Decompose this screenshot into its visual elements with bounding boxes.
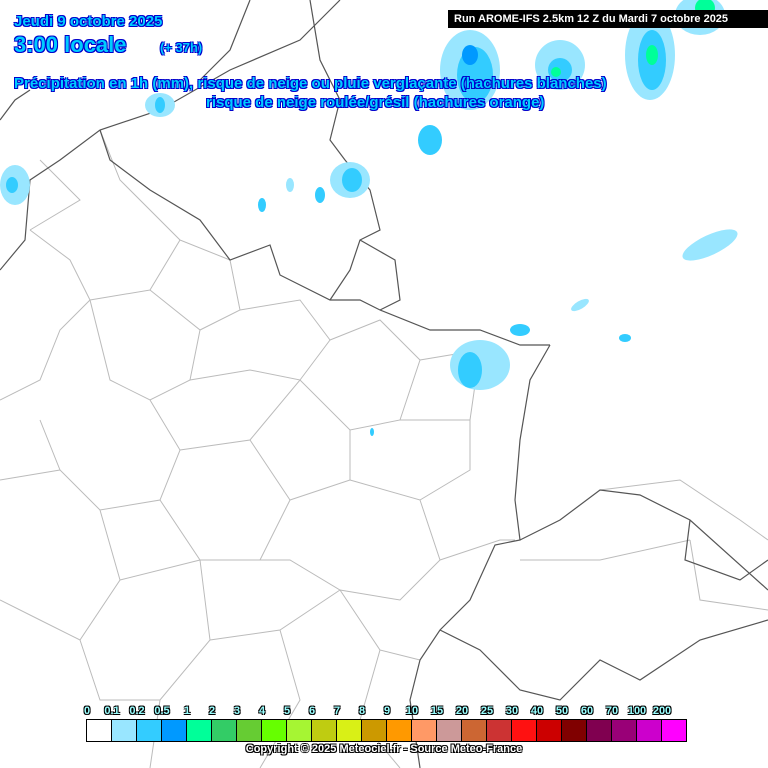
legend-swatch (137, 720, 162, 741)
legend-swatch (587, 720, 612, 741)
legend-label: 1 (183, 705, 191, 717)
legend-label: 50 (555, 705, 569, 717)
legend-swatch (412, 720, 437, 741)
map-description-line1: Précipitation en 1h (mm), risque de neig… (14, 75, 607, 92)
legend-swatch (462, 720, 487, 741)
department-borders (0, 129, 768, 768)
lead-time: (+ 37h) (160, 40, 203, 55)
legend-label: 2 (208, 705, 216, 717)
legend-label: 40 (530, 705, 544, 717)
legend-label: 0.2 (129, 705, 145, 717)
forecast-hour: 3:00 locale (14, 32, 127, 57)
model-run-label: Run AROME-IFS 2.5km 12 Z du Mardi 7 octo… (448, 10, 768, 28)
legend-swatch (212, 720, 237, 741)
legend-swatch (112, 720, 137, 741)
legend-label: 30 (505, 705, 519, 717)
legend-label: 4 (258, 705, 266, 717)
legend-swatch (162, 720, 187, 741)
legend-swatch (362, 720, 387, 741)
legend-label: 100 (627, 705, 647, 717)
legend-swatch (612, 720, 637, 741)
legend-swatch (287, 720, 312, 741)
legend-color-bar (86, 719, 687, 742)
legend-label: 10 (405, 705, 419, 717)
legend-label: 15 (430, 705, 444, 717)
legend-label: 3 (233, 705, 241, 717)
legend-swatch (662, 720, 686, 741)
legend-label: 6 (308, 705, 316, 717)
precipitation-areas (0, 0, 738, 436)
legend-swatch (537, 720, 562, 741)
copyright: Copyright © 2025 Meteociel.fr - Source M… (245, 743, 523, 755)
legend-swatch (337, 720, 362, 741)
legend-label: 8 (358, 705, 366, 717)
legend-label: 9 (383, 705, 391, 717)
legend-label: 5 (283, 705, 291, 717)
map-description-line2: risque de neige roulée/grésil (hachures … (206, 94, 545, 111)
legend-swatch (87, 720, 112, 741)
legend-label: 0.1 (104, 705, 120, 717)
legend-label: 60 (580, 705, 594, 717)
legend-label: 7 (333, 705, 341, 717)
legend-swatch (262, 720, 287, 741)
legend-swatch (562, 720, 587, 741)
legend-label: 0.5 (154, 705, 170, 717)
legend-swatch (637, 720, 662, 741)
legend-swatch (487, 720, 512, 741)
legend-label: 70 (605, 705, 619, 717)
legend-label: 200 (652, 705, 672, 717)
legend-swatch (312, 720, 337, 741)
legend-swatch (512, 720, 537, 741)
legend-swatch (187, 720, 212, 741)
legend-label: 20 (455, 705, 469, 717)
legend-swatch (437, 720, 462, 741)
legend-swatch (237, 720, 262, 741)
legend-label: 0 (83, 705, 91, 717)
forecast-date: Jeudi 9 octobre 2025 (14, 13, 163, 30)
legend-swatch (387, 720, 412, 741)
legend-label: 25 (480, 705, 494, 717)
